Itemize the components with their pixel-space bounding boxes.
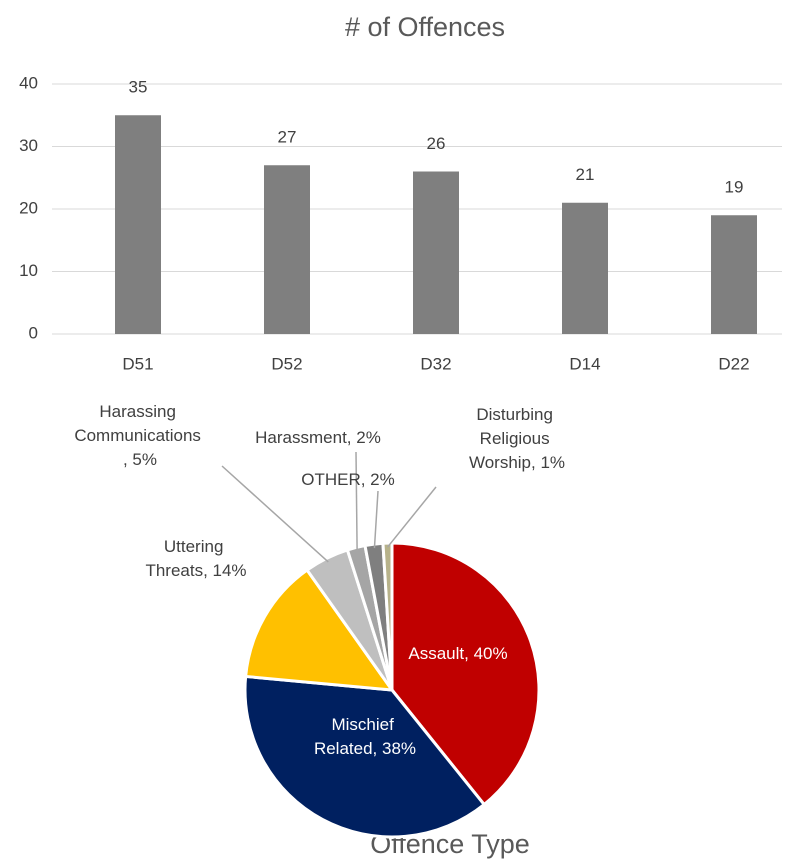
bar [264,165,310,334]
leader-line [221,465,329,563]
slice-label: OTHER, 2% [301,470,395,489]
x-tick-label: D14 [569,354,600,373]
slice-label: Disturbing Religious Worship, 1% [469,405,565,472]
y-tick-label: 10 [19,261,38,280]
slice-label: Uttering Threats, 14% [145,537,246,580]
y-tick-label: 20 [19,198,38,217]
y-tick-label: 30 [19,136,38,155]
x-tick-label: D51 [122,354,153,373]
value-label: 19 [725,178,744,197]
value-label: 27 [278,128,297,147]
pie-slice [243,674,487,839]
leader-line [387,486,437,548]
bar [562,202,608,334]
value-label: 35 [129,78,148,97]
x-tick-label: D52 [271,354,302,373]
pie-slice [390,541,541,807]
bar [413,171,459,334]
slice-label: Harassing Communications , 5% [74,402,205,469]
pie-slice [381,541,394,691]
pie-slice [243,567,396,692]
slice-label: Assault, 40% [408,644,507,663]
x-tick-label: D32 [420,354,451,373]
bar-title: # of Offences [345,12,505,42]
y-tick-label: 0 [29,323,38,342]
leader-line [355,451,358,552]
y-tick-label: 40 [19,73,38,92]
slice-label: Mischief Related, 38% [314,715,416,758]
bar [711,215,757,334]
x-tick-label: D22 [718,354,749,373]
slice-label: Harassment, 2% [255,428,381,447]
leader-line [373,490,379,549]
value-label: 21 [576,165,595,184]
value-label: 26 [427,134,446,153]
bar [115,115,161,334]
